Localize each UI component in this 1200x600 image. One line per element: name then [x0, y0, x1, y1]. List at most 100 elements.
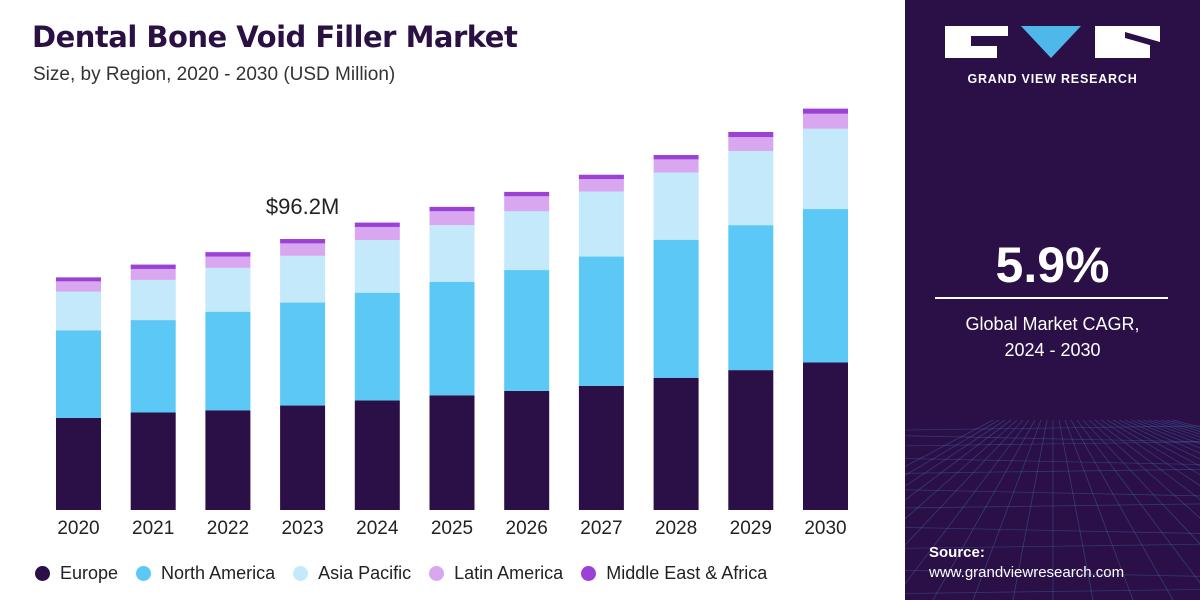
legend-label: Asia Pacific — [318, 563, 412, 583]
bar-segment-middle-east-africa-2027 — [578, 174, 624, 180]
bar-segment-asia-pacific-2024 — [354, 240, 400, 293]
legend-label: Middle East & Africa — [606, 563, 768, 583]
chart-title: Dental Bone Void Filler Market — [32, 20, 518, 54]
bar-segment-latin-america-2028 — [653, 159, 699, 173]
x-tick-label: 2027 — [580, 518, 622, 539]
bar-segment-middle-east-africa-2022 — [205, 252, 251, 257]
legend-label: North America — [161, 563, 276, 583]
bar-segment-asia-pacific-2030 — [803, 128, 848, 210]
grand-view-research-logo: GRAND VIEW RESEARCH — [945, 22, 1160, 92]
logo-wordmark: GRAND VIEW RESEARCH — [967, 72, 1138, 86]
bar-segment-europe-2024 — [354, 400, 400, 510]
cagr-label-line1: Global Market CAGR, — [965, 314, 1140, 334]
stacked-bar-chart: 2020 2021 2022 2023 $96.2M 2024 2025 2026 2027 20… — [56, 108, 848, 539]
bar-segment-asia-pacific-2026 — [504, 211, 550, 271]
bar-segment-middle-east-africa-2028 — [653, 155, 699, 160]
legend-label: Latin America — [454, 563, 564, 583]
bar-segment-north-america-2029 — [728, 225, 774, 371]
x-tick-label: 2022 — [207, 518, 249, 539]
bar-segment-europe-2026 — [504, 390, 550, 510]
bar-segment-north-america-2030 — [803, 209, 848, 363]
bar-segment-asia-pacific-2025 — [429, 225, 475, 282]
bar-segment-middle-east-africa-2023 — [280, 239, 326, 244]
chart-subtitle: Size, by Region, 2020 - 2030 (USD Millio… — [33, 64, 396, 85]
bar-segment-north-america-2028 — [653, 239, 699, 378]
legend-swatch — [581, 566, 597, 581]
x-tick-label: 2023 — [281, 518, 323, 539]
legend-item: Europe — [35, 563, 118, 584]
bar-segment-europe-2022 — [205, 410, 251, 510]
x-tick-label: 2029 — [730, 518, 772, 539]
bar-segment-north-america-2021 — [130, 320, 176, 413]
bar-segment-north-america-2023 — [280, 302, 326, 406]
value-annotation: $96.2M — [266, 194, 339, 219]
bar-segment-north-america-2022 — [205, 311, 251, 411]
bar-segment-latin-america-2030 — [803, 113, 848, 129]
x-tick-label: 2025 — [431, 518, 473, 539]
legend-label: Europe — [60, 563, 119, 583]
bar-segment-north-america-2025 — [429, 281, 475, 396]
bar-segment-latin-america-2025 — [429, 211, 475, 226]
bar-segment-latin-america-2023 — [280, 243, 326, 256]
bar-segment-north-america-2027 — [578, 256, 624, 386]
bar-segment-europe-2030 — [803, 362, 848, 510]
x-tick-label: 2021 — [132, 518, 174, 539]
x-tick-label: 2020 — [57, 518, 99, 539]
bar-segment-europe-2025 — [429, 395, 475, 510]
gvr-logo-mark-icon — [945, 26, 1160, 58]
bar-segment-latin-america-2020 — [56, 281, 101, 292]
cagr-label-line2: 2024 - 2030 — [1004, 340, 1101, 360]
legend-swatch — [293, 566, 309, 581]
summary-panel: GRAND VIEW RESEARCH 5.9% Global Market C… — [905, 0, 1200, 600]
bar-segment-north-america-2024 — [354, 292, 400, 401]
bar-segment-asia-pacific-2023 — [280, 255, 326, 303]
bar-segment-middle-east-africa-2024 — [354, 222, 400, 227]
wireframe-grid-decoration — [905, 419, 1200, 600]
bar-segment-latin-america-2029 — [728, 137, 774, 151]
bar-segment-latin-america-2022 — [205, 256, 251, 268]
bar-segment-middle-east-africa-2021 — [130, 264, 176, 269]
x-tick-label: 2024 — [356, 518, 399, 539]
bar-segment-europe-2020 — [56, 417, 101, 510]
bar-segment-latin-america-2021 — [130, 268, 176, 280]
bar-segment-asia-pacific-2027 — [578, 191, 624, 257]
bar-segment-europe-2027 — [578, 385, 624, 510]
bar-segment-europe-2021 — [130, 412, 176, 510]
legend-swatch — [136, 566, 152, 581]
bar-segment-middle-east-africa-2030 — [803, 108, 848, 114]
legend-item: Asia Pacific — [293, 563, 411, 584]
bar-segment-middle-east-africa-2029 — [728, 132, 774, 138]
cagr-value: 5.9% — [995, 237, 1110, 293]
bar-segment-europe-2029 — [728, 370, 774, 510]
cagr-divider — [935, 297, 1168, 299]
bar-segment-asia-pacific-2021 — [130, 279, 176, 321]
legend-swatch — [35, 566, 50, 581]
bar-segment-asia-pacific-2022 — [205, 267, 251, 312]
legend-item: North America — [136, 563, 275, 584]
bar-segment-asia-pacific-2020 — [56, 291, 101, 331]
source-note: Source: www.grandviewresearch.com — [929, 543, 1124, 583]
chart-legend: Europe North America Asia Pacific Latin Ame… — [35, 563, 785, 584]
x-tick-label: 2026 — [506, 518, 548, 539]
chart-panel: Dental Bone Void Filler Market Size, by … — [32, 20, 848, 584]
cagr-label: Global Market CAGR, 2024 - 2030 — [905, 311, 1200, 363]
bar-segment-asia-pacific-2028 — [653, 172, 699, 240]
x-tick-label: 2028 — [655, 518, 697, 539]
source-title: Source: — [929, 544, 985, 561]
legend-swatch — [429, 566, 445, 581]
bar-segment-latin-america-2027 — [578, 179, 624, 192]
bar-segment-middle-east-africa-2026 — [504, 191, 550, 197]
legend-item: Latin America — [429, 563, 563, 584]
bar-segment-latin-america-2024 — [354, 226, 400, 241]
bar-segment-north-america-2020 — [56, 330, 101, 418]
bar-segment-middle-east-africa-2020 — [56, 277, 101, 282]
x-tick-label: 2030 — [804, 518, 846, 539]
bar-segment-europe-2023 — [280, 405, 326, 510]
bar-segment-latin-america-2026 — [504, 196, 550, 212]
bar-segment-europe-2028 — [653, 377, 699, 510]
bar-segment-north-america-2026 — [504, 270, 550, 391]
source-url[interactable]: www.grandviewresearch.com — [929, 564, 1125, 581]
legend-item: Middle East & Africa — [581, 563, 767, 584]
bar-segment-middle-east-africa-2025 — [429, 206, 475, 212]
